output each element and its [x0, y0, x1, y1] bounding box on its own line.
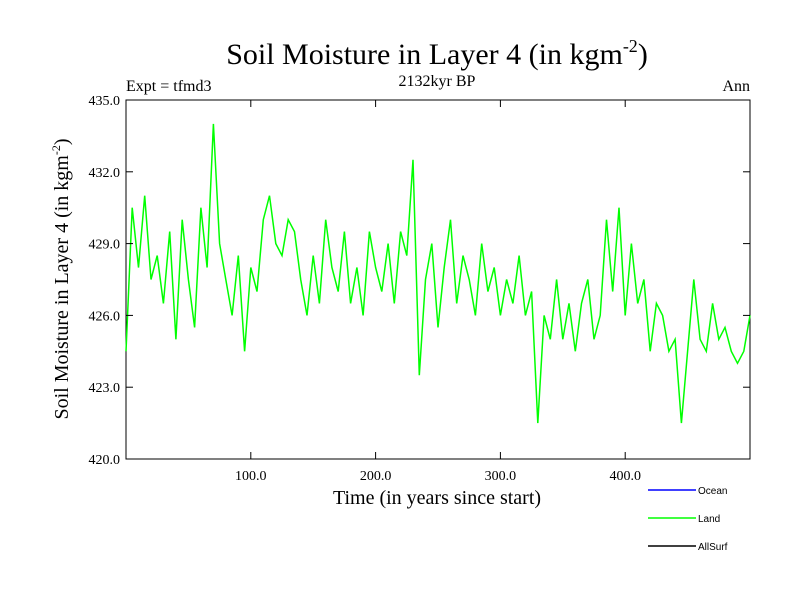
y-tick-label: 426.0: [89, 309, 121, 324]
y-tick-label: 432.0: [89, 166, 121, 181]
legend-label-land: Land: [698, 514, 720, 525]
chart-title: Soil Moisture in Layer 4 (in kgm-2): [226, 36, 648, 71]
x-tick-label: 100.0: [235, 469, 267, 484]
subtitle-experiment: Expt = tfmd3: [126, 78, 211, 95]
axes: 100.0 200.0 300.0 400.0 420.0 423.0 426.0 429.0…: [89, 94, 750, 484]
x-axis-label: Time (in years since start): [333, 487, 541, 509]
legend-label-ocean: Ocean: [698, 486, 727, 497]
x-tick-label: 400.0: [609, 469, 641, 484]
series-line-land: [125, 123, 751, 424]
y-tick-label: 429.0: [89, 238, 121, 253]
y-tick-label: 423.0: [89, 381, 121, 396]
x-tick-label: 300.0: [485, 469, 517, 484]
y-tick-label: 420.0: [89, 453, 121, 468]
y-tick-label: 435.0: [89, 94, 121, 109]
plot-frame: [125, 99, 751, 460]
legend: Ocean Land AllSurf: [648, 486, 728, 553]
subtitle-season: Ann: [722, 78, 750, 95]
subtitle-period: 2132kyr BP: [399, 73, 476, 90]
x-tick-label: 200.0: [360, 469, 392, 484]
y-axis-label: Soil Moisture in Layer 4 (in kgm-2): [49, 138, 73, 419]
legend-label-allsurf: AllSurf: [698, 542, 728, 553]
